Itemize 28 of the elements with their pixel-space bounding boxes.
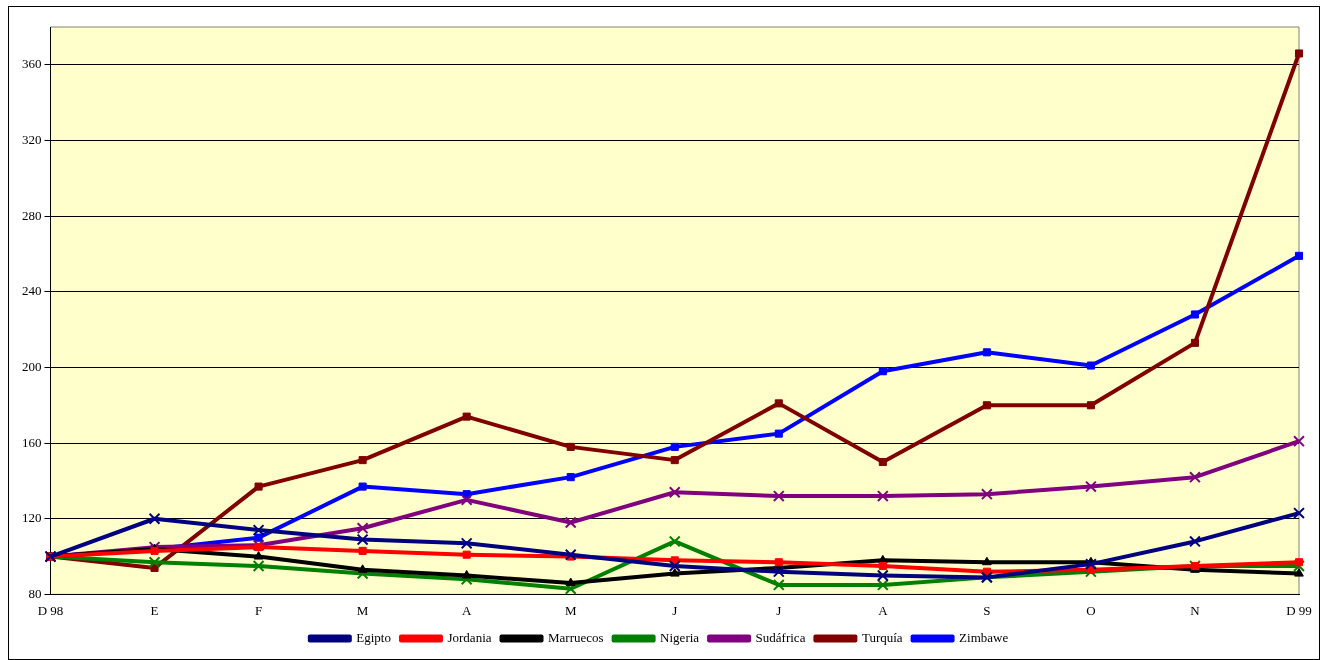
y-tick-label: 80 xyxy=(28,585,42,601)
x-tick-label: S xyxy=(983,602,991,618)
x-tick-label: D 98 xyxy=(37,602,64,618)
legend-label: Egipto xyxy=(356,629,391,645)
x-tick-label: O xyxy=(1086,602,1096,618)
x-tick-label: A xyxy=(878,602,889,618)
x-tick-label: J xyxy=(776,602,782,618)
x-tick-label: A xyxy=(461,602,472,618)
legend-label: Turquía xyxy=(861,629,903,645)
y-tick-label: 120 xyxy=(22,510,42,526)
x-tick-label: M xyxy=(564,602,577,618)
legend-label: Jordania xyxy=(447,629,492,645)
y-tick-label: 320 xyxy=(22,131,42,147)
y-tick-label: 160 xyxy=(22,434,42,450)
y-tick-label: 200 xyxy=(22,358,42,374)
legend-label: Marruecos xyxy=(548,629,604,645)
y-tick-label: 360 xyxy=(22,56,42,72)
legend-label: Sudáfrica xyxy=(755,629,806,645)
y-tick-label: 240 xyxy=(22,283,42,299)
y-tick-label: 280 xyxy=(22,207,42,223)
x-tick-label: J xyxy=(672,602,678,618)
x-tick-label: F xyxy=(254,602,263,618)
x-tick-label: E xyxy=(150,602,159,618)
legend-label: Nigeria xyxy=(660,629,700,645)
x-tick-label: M xyxy=(356,602,369,618)
legend-label: Zimbawe xyxy=(959,629,1009,645)
x-tick-label: N xyxy=(1190,602,1201,618)
x-tick-label: D 99 xyxy=(1286,602,1312,618)
